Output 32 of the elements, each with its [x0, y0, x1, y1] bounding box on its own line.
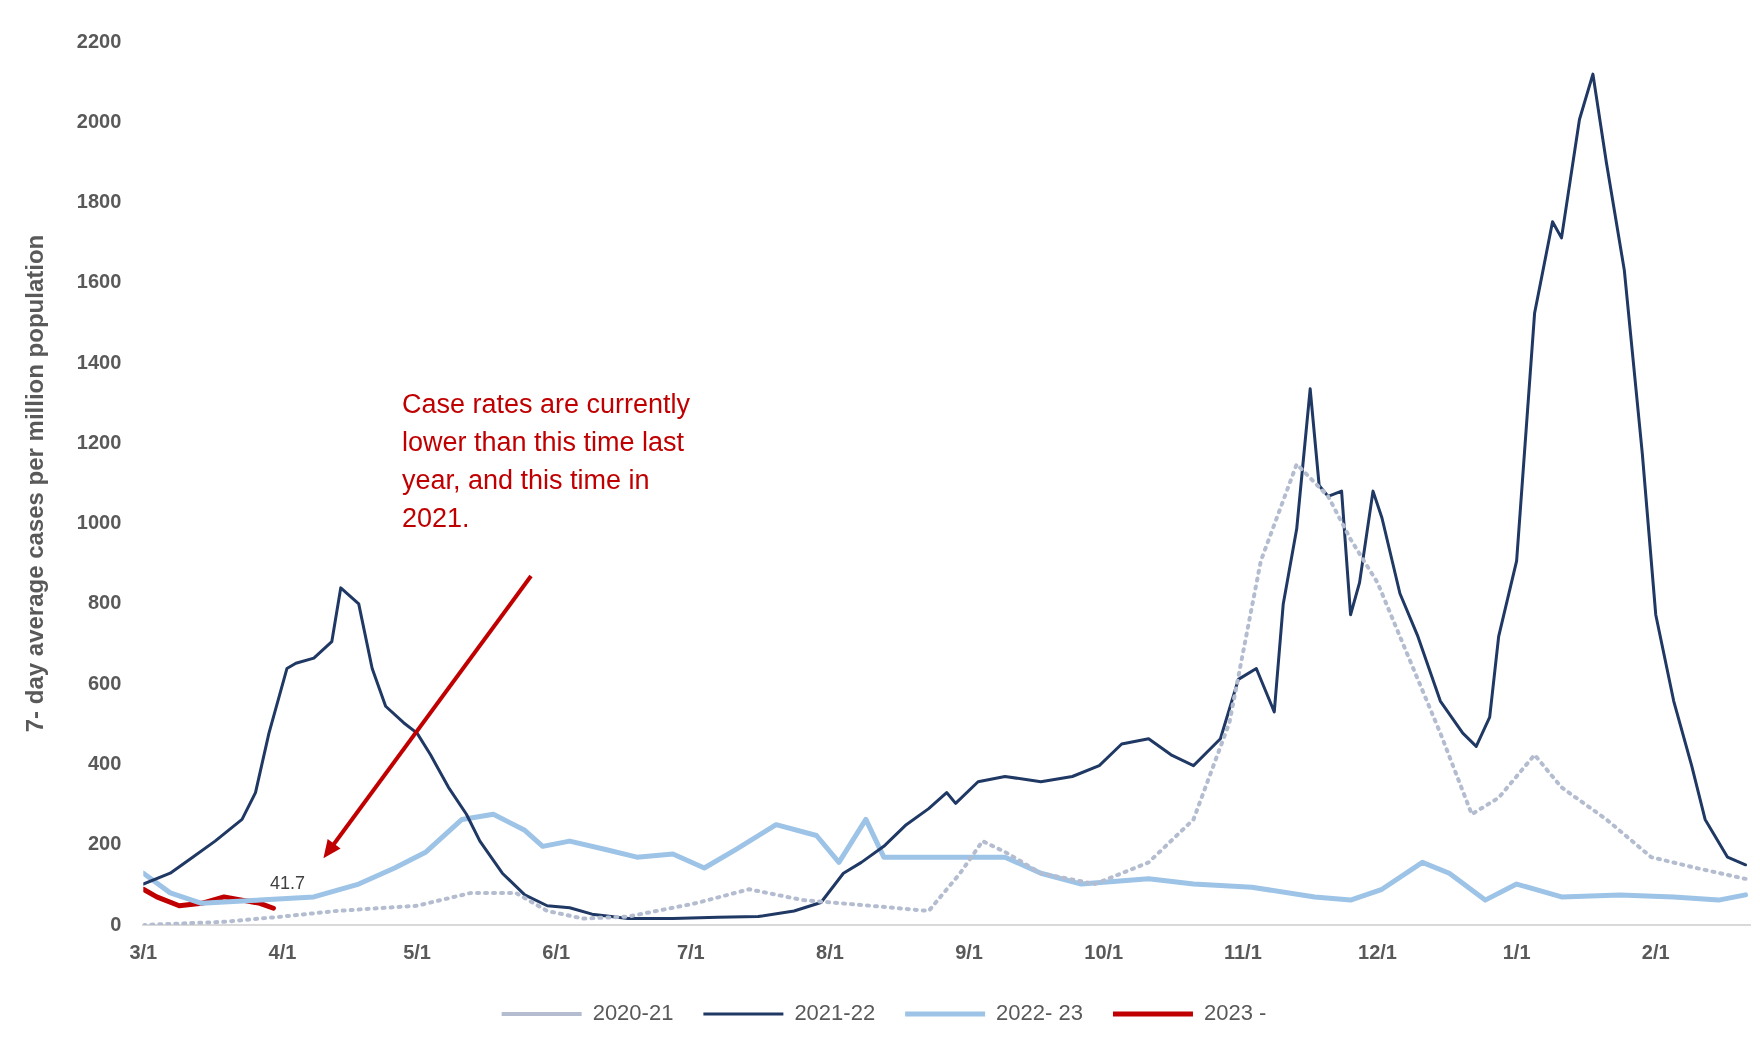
x-tick-label: 7/1 — [676, 940, 705, 963]
x-tick-label: 3/1 — [129, 940, 158, 963]
y-tick-label: 1000 — [76, 511, 122, 534]
y-tick-label: 600 — [87, 671, 122, 694]
y-tick-label: 200 — [87, 832, 122, 855]
legend-label: 2022- 23 — [996, 1000, 1083, 1026]
legend-label: 2021-22 — [794, 1000, 876, 1026]
legend-label: 2020-21 — [592, 1000, 674, 1026]
x-tick-label: 1/1 — [1502, 940, 1531, 963]
legend-label: 2023 - — [1203, 1000, 1267, 1026]
y-tick-label: 1600 — [76, 270, 122, 293]
x-tick-label: 11/1 — [1223, 940, 1262, 963]
y-tick-label: 400 — [87, 751, 122, 774]
y-tick-label: 2000 — [76, 109, 122, 132]
x-tick-label: 10/1 — [1084, 940, 1124, 963]
x-tick-label: 12/1 — [1358, 940, 1397, 963]
y-tick-label: 800 — [87, 591, 122, 614]
y-axis-title: 7- day average cases per million population — [21, 234, 49, 733]
annotation: 41.7 — [269, 873, 305, 894]
x-tick-label: 2/1 — [1641, 940, 1670, 963]
y-tick-label: 2200 — [76, 29, 122, 52]
line-series — [143, 462, 1748, 925]
y-tick-label: 1800 — [76, 190, 122, 213]
y-tick-label: 1400 — [76, 350, 122, 373]
x-tick-label: 4/1 — [268, 940, 297, 963]
x-tick-label: 9/1 — [955, 940, 983, 963]
y-tick-label: 0 — [110, 912, 122, 935]
y-tick-label: 1200 — [76, 430, 122, 453]
x-tick-label: 8/1 — [816, 940, 844, 963]
x-tick-label: 6/1 — [542, 940, 571, 963]
annotation: Case rates are currently lower than this time last year, and this time in 2021. — [402, 389, 691, 534]
x-tick-label: 5/1 — [403, 940, 431, 963]
